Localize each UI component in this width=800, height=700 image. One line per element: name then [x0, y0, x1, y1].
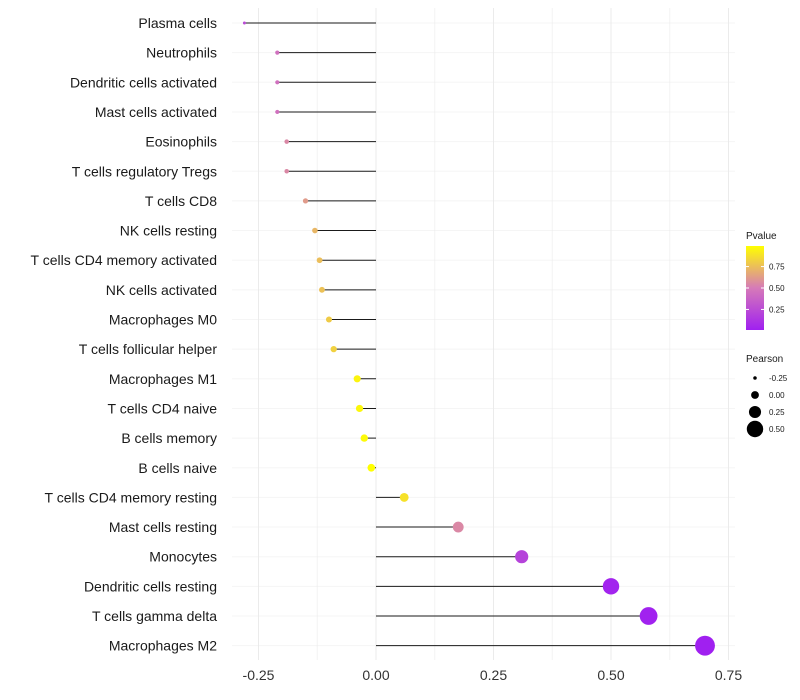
- category-label: NK cells activated: [106, 282, 217, 298]
- lollipop-point: [452, 521, 464, 533]
- lollipop-point: [515, 550, 529, 564]
- category-label: Plasma cells: [138, 15, 217, 31]
- lollipop-point: [353, 375, 361, 383]
- category-label: Dendritic cells activated: [70, 74, 217, 90]
- pvalue-legend-label: 0.75: [769, 263, 785, 272]
- lollipop-point: [325, 316, 333, 323]
- category-label: T cells gamma delta: [92, 608, 217, 624]
- pearson-legend-label: 0.00: [769, 391, 785, 400]
- lollipop-point: [355, 404, 364, 413]
- lollipop-point: [330, 346, 337, 353]
- pearson-legend-dot: [748, 405, 762, 419]
- lollipop-point: [316, 257, 323, 264]
- lollipop-point: [284, 168, 289, 174]
- category-label: T cells regulatory Tregs: [72, 163, 217, 179]
- lollipop-point: [275, 50, 280, 55]
- x-tick-label: -0.25: [243, 667, 275, 683]
- lollipop-point: [275, 80, 280, 85]
- category-label: Macrophages M2: [109, 638, 217, 654]
- category-label: B cells memory: [121, 430, 217, 446]
- category-label: T cells CD8: [145, 193, 217, 209]
- lollipop-point: [242, 21, 246, 25]
- point-layer: [242, 21, 715, 656]
- category-label: T cells CD4 memory activated: [31, 252, 217, 268]
- lollipop-point: [360, 434, 368, 442]
- category-label: Monocytes: [149, 549, 217, 565]
- pvalue-legend-title: Pvalue: [746, 231, 777, 242]
- x-tick-label: 0.50: [597, 667, 624, 683]
- pvalue-legend: Pvalue 0.75 0.50 0.25: [746, 231, 785, 330]
- lollipop-point: [399, 492, 409, 502]
- category-label: Mast cells activated: [95, 104, 217, 120]
- lollipop-point: [302, 198, 309, 204]
- pvalue-legend-label: 0.50: [769, 284, 785, 293]
- pearson-legend-label: -0.25: [769, 374, 788, 383]
- category-labels: Plasma cells Neutrophils Dendritic cells a…: [31, 15, 218, 654]
- x-tick-label: 0.00: [362, 667, 389, 683]
- pvalue-legend-label: 0.25: [769, 305, 785, 314]
- pvalue-colorbar: [746, 246, 764, 330]
- lollipop-point: [284, 139, 289, 144]
- category-label: B cells naive: [138, 460, 217, 476]
- category-label: Macrophages M0: [109, 312, 217, 328]
- pearson-legend-label: 0.25: [769, 408, 785, 417]
- x-tick-labels: -0.25 0.00 0.25 0.50 0.75: [243, 667, 743, 683]
- category-label: Eosinophils: [145, 134, 217, 150]
- lollipop-point: [275, 109, 280, 115]
- x-tick-label: 0.25: [480, 667, 507, 683]
- lollipop-point: [312, 227, 318, 234]
- category-label: NK cells resting: [120, 223, 217, 239]
- pearson-legend-label: 0.50: [769, 425, 785, 434]
- category-label: T cells follicular helper: [79, 341, 218, 357]
- pearson-legend-dot: [753, 376, 757, 380]
- grid-layer: [232, 8, 735, 660]
- x-tick-label: 0.75: [715, 667, 742, 683]
- lollipop-point: [639, 607, 658, 625]
- category-label: Macrophages M1: [109, 371, 217, 387]
- category-label: Neutrophils: [146, 45, 217, 61]
- pearson-legend-dot: [751, 391, 759, 399]
- category-label: Mast cells resting: [109, 519, 217, 535]
- category-label: T cells CD4 memory resting: [45, 489, 217, 505]
- pearson-legend: Pearson -0.25 0.00 0.25 0.50: [746, 354, 788, 438]
- pearson-legend-dot: [746, 420, 764, 438]
- pearson-legend-title: Pearson: [746, 354, 783, 365]
- lollipop-point: [367, 463, 376, 472]
- category-label: Dendritic cells resting: [84, 578, 217, 594]
- stem-layer: [244, 22, 705, 647]
- category-label: T cells CD4 naive: [108, 400, 218, 416]
- lollipop-point: [602, 578, 620, 595]
- lollipop-point: [319, 286, 325, 293]
- lollipop-point: [695, 635, 715, 656]
